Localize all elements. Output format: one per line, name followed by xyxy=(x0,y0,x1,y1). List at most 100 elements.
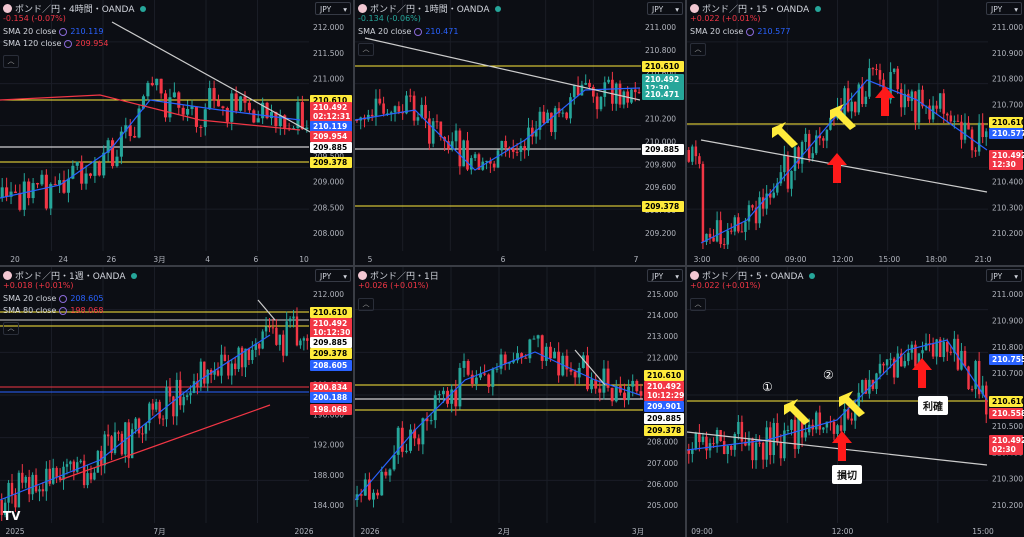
sma-legend[interactable]: SMA 20 close 210.119 xyxy=(3,27,103,36)
price-label xyxy=(310,348,352,359)
candle-body xyxy=(48,468,51,484)
price-label-text: 210.610 xyxy=(647,371,681,380)
visibility-icon[interactable] xyxy=(59,27,68,36)
candle-body xyxy=(921,89,924,107)
candle-body xyxy=(483,373,487,375)
currency-select[interactable]: JPY ▾ xyxy=(986,269,1022,282)
up-arrow-icon xyxy=(832,431,852,461)
chart-panel-4h[interactable]: 212.000211.500211.000210.500210.000209.5… xyxy=(0,0,353,265)
time-tick: 3月 xyxy=(632,527,644,536)
trend-line xyxy=(111,21,313,134)
visibility-icon[interactable] xyxy=(59,306,68,315)
sma-legend[interactable]: SMA 20 close 208.605 xyxy=(3,294,103,303)
candle-body xyxy=(485,160,488,162)
price-label xyxy=(310,121,352,132)
price-label xyxy=(989,435,1023,455)
candle-body xyxy=(611,79,614,104)
chart-panel-15m[interactable]: 211.000210.900210.800210.700210.600210.5… xyxy=(687,0,1024,265)
price-label xyxy=(644,413,684,424)
price-change: +0.022 (+0.01%) xyxy=(690,281,761,290)
candle-body xyxy=(182,396,185,406)
candle-body xyxy=(190,106,194,109)
collapse-legend-button[interactable]: ︿ xyxy=(690,298,706,311)
collapse-legend-button[interactable]: ︿ xyxy=(3,322,19,335)
candle-body xyxy=(275,327,278,345)
trend-line xyxy=(364,37,641,101)
sma-legend[interactable]: SMA 120 close 209.954 xyxy=(3,39,109,48)
candle-body xyxy=(400,427,404,452)
candle-body xyxy=(230,363,233,376)
price-change: +0.026 (+0.01%) xyxy=(358,281,429,290)
time-tick: 12:00 xyxy=(832,527,854,536)
price-tick: 208.000 xyxy=(313,229,344,238)
visibility-icon[interactable] xyxy=(746,27,755,36)
candle-body xyxy=(878,363,882,374)
candle-body xyxy=(44,174,48,209)
candle-body xyxy=(124,125,128,132)
price-label-text: 200.834 xyxy=(313,383,347,392)
candle-body xyxy=(511,148,515,152)
visibility-icon[interactable] xyxy=(414,27,423,36)
candle-body xyxy=(542,111,546,123)
candle-body xyxy=(491,369,495,387)
candle-body xyxy=(106,434,110,437)
collapse-legend-button[interactable]: ︿ xyxy=(358,43,374,56)
time-tick: 6 xyxy=(501,255,506,264)
sma-legend[interactable]: SMA 20 close 210.577 xyxy=(690,27,790,36)
candle-body xyxy=(404,450,408,452)
candle-body xyxy=(97,162,101,176)
currency-select[interactable]: JPY ▾ xyxy=(315,269,351,282)
candle-body xyxy=(435,121,439,123)
sma-legend[interactable]: SMA 80 close 198.068 xyxy=(3,306,103,315)
candle-body xyxy=(832,421,836,434)
candle-body xyxy=(141,96,146,109)
candle-body xyxy=(515,151,519,153)
candle-body xyxy=(868,68,871,97)
price-tick: 210.900 xyxy=(992,316,1023,325)
time-tick: 2025 xyxy=(5,527,24,536)
candle-body xyxy=(744,441,747,446)
sma-legend[interactable]: SMA 20 close 210.471 xyxy=(358,27,458,36)
price-tick: 210.200 xyxy=(645,115,676,124)
candle-body xyxy=(454,130,458,142)
symbol-icon xyxy=(358,271,367,280)
candle-body xyxy=(141,433,144,435)
candle-body xyxy=(635,380,639,392)
chart-panel-1d[interactable]: 215.000214.000213.000212.000211.000210.0… xyxy=(355,267,685,537)
currency-select[interactable]: JPY ▾ xyxy=(647,269,683,282)
sma-line xyxy=(0,99,301,199)
collapse-legend-button[interactable]: ︿ xyxy=(3,55,19,68)
visibility-icon[interactable] xyxy=(64,39,73,48)
candle-body xyxy=(5,187,9,197)
collapse-legend-button[interactable]: ︿ xyxy=(358,298,374,311)
currency-select[interactable]: JPY ▾ xyxy=(986,2,1022,15)
candle-body xyxy=(393,106,397,113)
candle-body xyxy=(233,363,237,370)
candle-body xyxy=(892,358,896,378)
candle-body xyxy=(288,318,292,322)
currency-select[interactable]: JPY ▾ xyxy=(315,2,351,15)
candle-body xyxy=(93,472,96,480)
price-tick: 211.000 xyxy=(313,75,344,84)
chart-panel-5m[interactable]: 211.000210.900210.800210.700210.600210.5… xyxy=(687,267,1024,537)
trend-line xyxy=(700,139,988,193)
price-tick: 210.200 xyxy=(992,501,1023,510)
candle-body xyxy=(807,133,811,159)
candle-body xyxy=(573,371,577,378)
chart-panel-1w[interactable]: 212.000208.000204.000200.000196.000192.0… xyxy=(0,267,353,537)
price-label xyxy=(310,131,352,142)
candle-body xyxy=(382,103,385,114)
chart-panel-1h[interactable]: 211.000210.800210.600210.400210.200210.0… xyxy=(355,0,685,265)
visibility-icon[interactable] xyxy=(59,294,68,303)
candle-body xyxy=(705,436,708,451)
collapse-legend-button[interactable]: ︿ xyxy=(690,43,706,56)
candle-body xyxy=(119,131,123,157)
candle-body xyxy=(569,369,573,372)
candle-body xyxy=(618,83,622,105)
candle-body xyxy=(910,91,914,102)
candle-body xyxy=(296,102,300,129)
candle-body xyxy=(58,180,62,185)
currency-select[interactable]: JPY ▾ xyxy=(647,2,683,15)
candle-body xyxy=(900,89,903,108)
candle-body xyxy=(21,472,24,483)
